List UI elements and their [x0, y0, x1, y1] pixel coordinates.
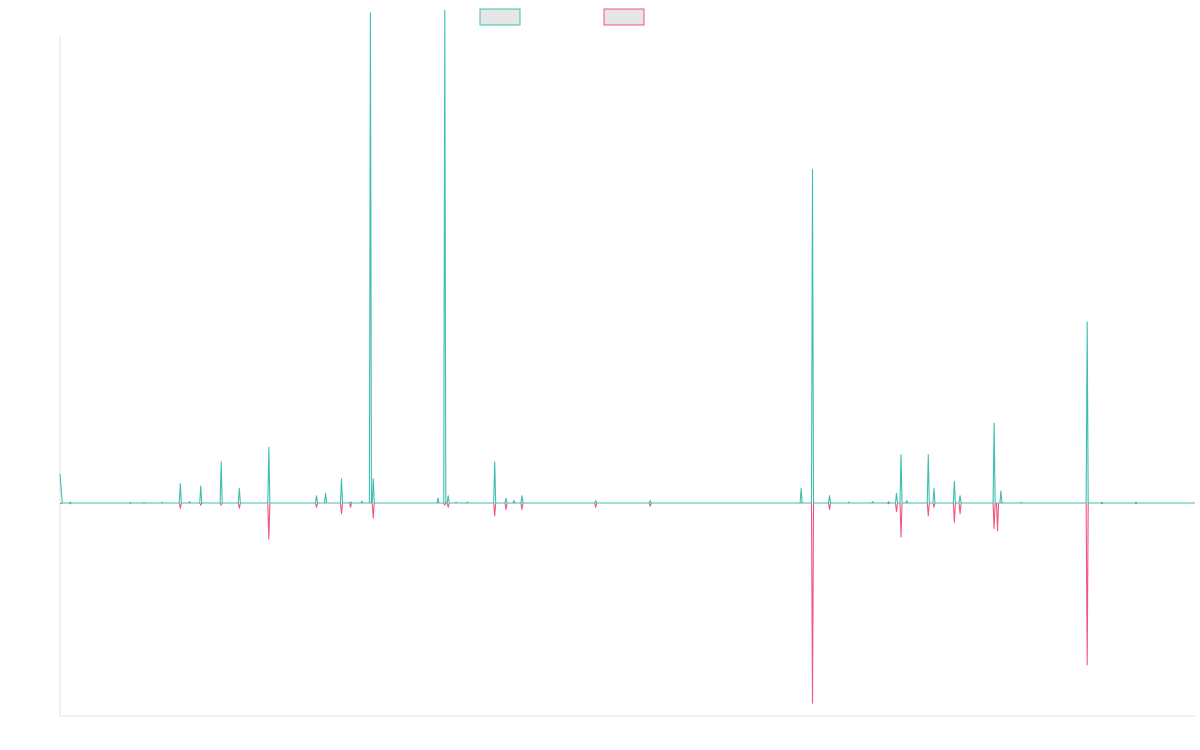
axes [59, 36, 1195, 717]
series-line-2 [59, 502, 1195, 704]
legend-swatch-1[interactable] [479, 8, 521, 26]
legend-swatch-2[interactable] [603, 8, 645, 26]
legend [479, 8, 645, 26]
series-line-1 [59, 9, 1195, 504]
series-group [59, 9, 1195, 704]
